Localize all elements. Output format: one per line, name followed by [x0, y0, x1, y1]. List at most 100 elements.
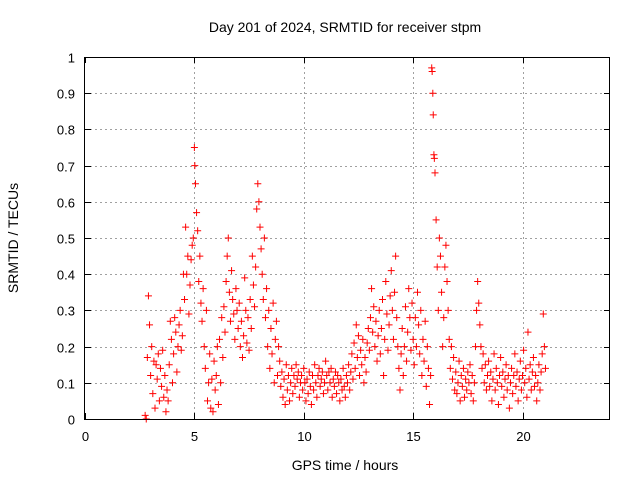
data-point [473, 306, 481, 314]
data-point [156, 364, 164, 372]
data-point [519, 372, 526, 380]
data-point [449, 375, 456, 383]
data-point [488, 397, 496, 405]
data-point [239, 353, 246, 361]
data-point [263, 285, 271, 293]
data-point [149, 390, 157, 398]
data-point [279, 393, 287, 401]
data-point [287, 379, 295, 387]
data-point [489, 375, 497, 383]
data-point [424, 364, 432, 372]
data-point [267, 325, 275, 332]
data-point [144, 292, 152, 300]
data-point [409, 335, 417, 343]
data-point [277, 382, 285, 390]
data-point [458, 382, 466, 390]
data-point [494, 401, 502, 409]
y-axis-label: SRMTID / TECUs [5, 183, 21, 293]
data-point [537, 368, 545, 376]
data-point [194, 227, 202, 235]
y-tick-label: 0.6 [57, 196, 75, 211]
data-point [182, 223, 190, 231]
data-point [362, 368, 370, 376]
data-point [520, 346, 528, 354]
data-point [354, 332, 362, 340]
data-point [337, 375, 345, 383]
data-point [221, 328, 229, 336]
data-point [219, 353, 227, 361]
data-point [440, 314, 448, 322]
data-point [155, 397, 163, 405]
data-point [384, 346, 392, 354]
data-point [368, 285, 376, 293]
data-point [330, 382, 338, 390]
data-point [269, 299, 277, 307]
data-point [454, 379, 462, 387]
data-point [240, 332, 248, 340]
x-axis-label: GPS time / hours [292, 457, 399, 473]
data-point [484, 372, 491, 380]
data-point [268, 350, 276, 358]
data-point [249, 281, 257, 289]
data-point [280, 375, 288, 383]
data-point [394, 343, 402, 351]
data-point [198, 317, 206, 325]
data-point [511, 350, 519, 358]
data-point [360, 379, 368, 387]
plot-frame [84, 57, 610, 420]
data-point [377, 325, 385, 332]
data-point [421, 317, 429, 325]
data-point [217, 379, 225, 387]
x-tick-label: 10 [297, 429, 311, 444]
data-point [339, 364, 347, 372]
data-point [512, 382, 520, 390]
data-point [232, 285, 240, 293]
data-point [257, 245, 265, 253]
data-point [533, 397, 541, 405]
data-point [226, 317, 234, 325]
data-point [506, 379, 514, 387]
y-tick-label: 0.8 [57, 123, 75, 138]
data-point [469, 397, 477, 405]
y-tick-label: 1 [68, 51, 75, 66]
data-point [306, 382, 314, 390]
data-point [411, 314, 419, 322]
y-tick-label: 0.7 [57, 160, 75, 175]
data-point [163, 386, 171, 394]
data-point [202, 306, 210, 314]
data-point [480, 379, 488, 387]
data-point [201, 364, 209, 372]
data-point [359, 335, 367, 343]
data-point [302, 397, 310, 405]
data-point [153, 375, 161, 383]
data-point [325, 368, 333, 376]
data-point [487, 368, 495, 376]
data-point [208, 375, 216, 383]
data-point [432, 216, 440, 224]
data-point [374, 332, 382, 340]
y-tick-label: 0.4 [57, 268, 75, 283]
data-point [372, 317, 380, 325]
data-point [531, 382, 539, 390]
data-point [508, 364, 516, 372]
data-point [324, 386, 332, 394]
data-point [393, 314, 401, 322]
data-point [165, 361, 173, 369]
data-point [427, 372, 435, 380]
data-point [514, 397, 522, 405]
data-point [379, 296, 386, 304]
data-point [420, 357, 428, 365]
data-point [204, 397, 211, 405]
data-point [292, 361, 300, 369]
data-point [199, 285, 207, 293]
data-point [532, 372, 540, 380]
data-point [342, 372, 350, 380]
data-point [169, 379, 176, 387]
data-point [505, 404, 513, 412]
data-point [275, 343, 283, 351]
data-point [195, 277, 203, 285]
data-point [369, 328, 377, 336]
data-point [146, 321, 154, 329]
data-point [229, 296, 237, 304]
data-point [502, 361, 510, 369]
